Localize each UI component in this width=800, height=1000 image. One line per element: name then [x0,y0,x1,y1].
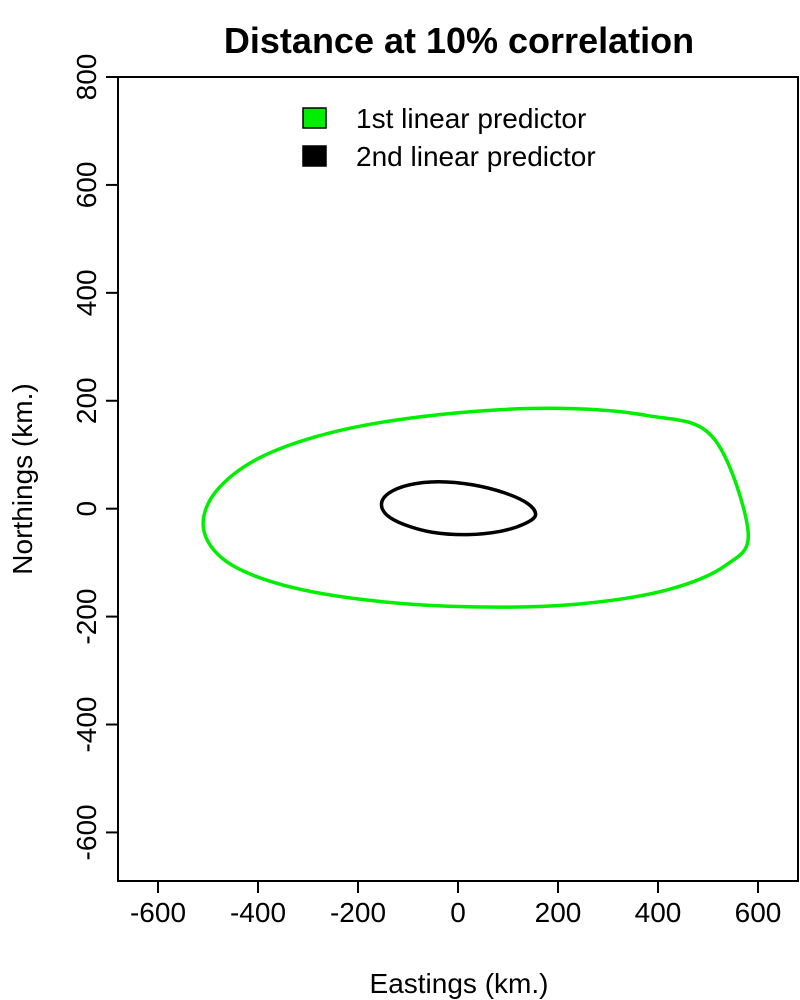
x-tick-label: -200 [330,897,386,928]
legend-label-1: 1st linear predictor [356,103,586,134]
plot-curves [201,406,751,609]
series-line-1 [201,406,751,609]
y-tick-label: 800 [71,54,102,101]
y-tick-label: 400 [71,269,102,316]
y-axis: -600 -400 -200 0 200 400 600 800 [71,54,119,860]
y-tick-label: 0 [71,501,102,517]
x-axis-label: Eastings (km.) [370,968,549,999]
x-tick-label: 0 [450,897,466,928]
x-axis: -600 -400 -200 0 200 400 600 [130,880,782,928]
y-tick-label: -200 [71,589,102,645]
chart-title: Distance at 10% correlation [224,20,694,61]
y-tick-label: 200 [71,377,102,424]
legend-label-2: 2nd linear predictor [356,141,596,172]
plot-frame [117,76,799,882]
x-tick-label: -600 [130,897,186,928]
y-tick-label: 600 [71,162,102,209]
y-axis-label: Northings (km.) [7,383,38,574]
y-tick-label: -600 [71,804,102,860]
legend-swatch-2 [302,145,327,167]
y-tick-label: -400 [71,696,102,752]
legend-swatch-1 [302,107,327,129]
legend: 1st linear predictor 2nd linear predictor [302,103,596,172]
x-tick-label: 200 [535,897,582,928]
x-tick-label: 600 [735,897,782,928]
x-tick-label: -400 [230,897,286,928]
series-line-2 [379,479,538,537]
x-tick-label: 400 [635,897,682,928]
